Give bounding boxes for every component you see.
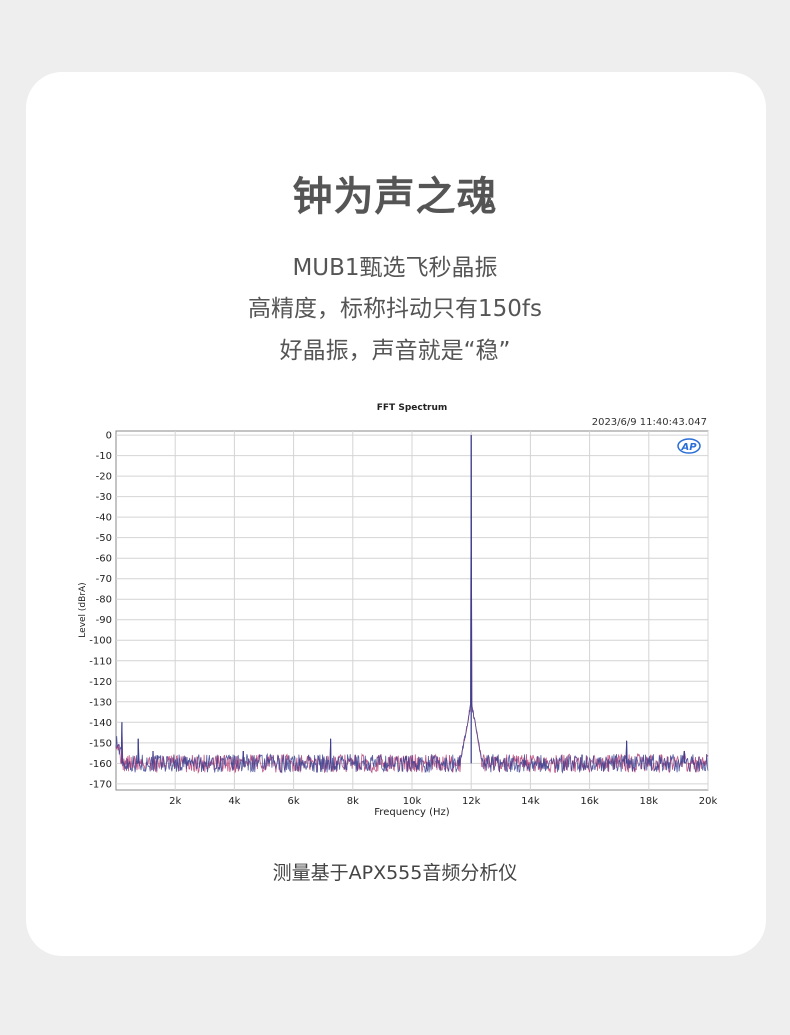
x-tick-label: 16k bbox=[580, 796, 599, 807]
ap-logo: AP bbox=[677, 438, 701, 454]
y-tick-label: -80 bbox=[96, 595, 112, 606]
subline-3: 好晶振，声音就是“稳” bbox=[279, 338, 511, 364]
x-tick-label: 12k bbox=[462, 796, 481, 807]
y-tick-label: -170 bbox=[89, 779, 112, 790]
y-tick-label: -60 bbox=[96, 554, 112, 565]
series-line-a bbox=[115, 435, 709, 774]
y-tick-label: -150 bbox=[89, 738, 112, 749]
x-tick-label: 20k bbox=[699, 796, 718, 807]
x-tick-label: 6k bbox=[288, 796, 300, 807]
x-tick-label: 4k bbox=[228, 796, 240, 807]
y-tick-label: -50 bbox=[96, 533, 112, 544]
y-tick-label: -70 bbox=[96, 574, 112, 585]
headline: 钟为声之魂 bbox=[292, 174, 498, 220]
y-tick-label: -100 bbox=[89, 636, 112, 647]
y-tick-label: -130 bbox=[89, 697, 112, 708]
ap-logo-text: AP bbox=[680, 442, 697, 453]
y-tick-label: -110 bbox=[89, 656, 112, 667]
y-tick-label: -40 bbox=[96, 513, 112, 524]
measurement-note: 测量基于APX555音频分析仪 bbox=[272, 862, 518, 884]
y-tick-label: -30 bbox=[96, 492, 112, 503]
y-tick-label: -160 bbox=[89, 759, 112, 770]
x-tick-label: 10k bbox=[403, 796, 422, 807]
y-tick-label: -120 bbox=[89, 677, 112, 688]
chart-title: FFT Spectrum bbox=[377, 403, 447, 413]
fft-chart: FFT Spectrum 2023/6/9 11:40:43.047 2k 4k 6… bbox=[78, 403, 718, 818]
x-tick-label: 14k bbox=[521, 796, 540, 807]
x-tick-label: 2k bbox=[169, 796, 181, 807]
chart-timestamp: 2023/6/9 11:40:43.047 bbox=[592, 417, 707, 428]
subline-1: MUB1甄选飞秒晶振 bbox=[292, 255, 498, 281]
x-tick-label: 18k bbox=[640, 796, 659, 807]
y-tick-label: -90 bbox=[96, 615, 112, 626]
y-tick-label: -140 bbox=[89, 718, 112, 729]
y-tick-label: 0 bbox=[106, 431, 112, 442]
y-tick-label: -20 bbox=[96, 472, 112, 483]
y-axis-label: Level (dBrA) bbox=[78, 582, 88, 637]
y-tick-label: -10 bbox=[96, 451, 112, 462]
x-tick-label: 8k bbox=[347, 796, 359, 807]
x-axis-label: Frequency (Hz) bbox=[374, 807, 450, 818]
subline-2: 高精度，标称抖动只有150fs bbox=[248, 296, 542, 322]
